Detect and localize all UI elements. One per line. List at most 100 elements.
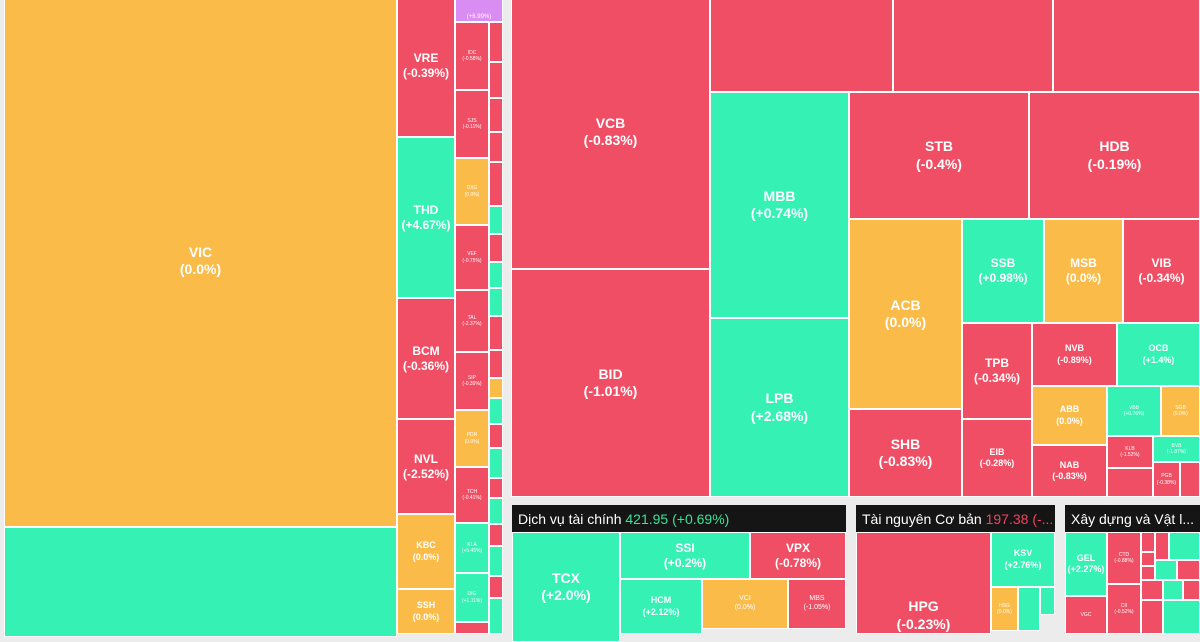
tile-micro[interactable] [489, 262, 503, 288]
tile-ceiling[interactable]: (+6.99%) [455, 0, 503, 22]
tile-LPB[interactable]: LPB (+2.68%) [710, 318, 849, 497]
tile-NAB[interactable]: NAB (-0.83%) [1032, 445, 1107, 497]
tile-KLA[interactable]: KLA (+5.45%) [455, 523, 489, 573]
sector-header-basic-resources[interactable]: Tài nguyên Cơ bản 197.38 (-... [856, 505, 1055, 532]
tile-DXG[interactable]: DXG (0.0%) [455, 158, 489, 225]
tile-con-micro[interactable] [1169, 532, 1200, 560]
tile-THD[interactable]: THD (+4.67%) [397, 137, 455, 298]
tile-con-micro[interactable] [1141, 600, 1163, 634]
tile-con-micro[interactable] [1141, 552, 1155, 566]
tile-KSV[interactable]: KSV (+2.76%) [991, 532, 1055, 587]
tile-micro[interactable] [489, 316, 503, 350]
tile-HDB[interactable]: HDB (-0.19%) [1029, 92, 1200, 219]
ticker-code: HCM [650, 595, 672, 606]
tile-TCX[interactable]: TCX (+2.0%) [512, 532, 620, 642]
tile-micro[interactable] [489, 398, 503, 424]
sector-header-financial-services[interactable]: Dịch vụ tài chính 421.95 (+0.69%) [512, 505, 846, 532]
tile-ABB[interactable]: ABB (0.0%) [1032, 386, 1107, 445]
tile-micro[interactable] [489, 22, 503, 62]
tile-MBB[interactable]: MBB (+0.74%) [710, 92, 849, 318]
tile-micro[interactable] [489, 448, 503, 478]
tile-MSB[interactable]: MSB (0.0%) [1044, 219, 1123, 323]
tile-SJS[interactable]: SJS (-0.11%) [455, 90, 489, 158]
tile-SSI[interactable]: SSI (+0.2%) [620, 532, 750, 579]
tile-con-micro[interactable] [1141, 532, 1155, 552]
tile-VCB[interactable]: VCB (-0.83%) [511, 0, 710, 269]
tile-micro[interactable] [489, 378, 503, 398]
tile-res-micro[interactable] [1040, 587, 1055, 615]
tile-bank-top[interactable] [1053, 0, 1200, 92]
tile-TPB[interactable]: TPB (-0.34%) [962, 323, 1032, 419]
tile-ACB[interactable]: ACB (0.0%) [849, 219, 962, 409]
tile-micro[interactable] [489, 350, 503, 378]
tile-bank-micro[interactable] [1180, 462, 1200, 497]
tile-IDC[interactable]: IDC (-0.58%) [455, 22, 489, 90]
tile-micro[interactable] [489, 498, 503, 524]
tile-bank-top[interactable] [893, 0, 1053, 92]
tile-micro[interactable] [489, 162, 503, 206]
tile-KBC[interactable]: KBC (0.0%) [397, 514, 455, 589]
tile-NVB[interactable]: NVB (-0.89%) [1032, 323, 1117, 386]
tile-PDR[interactable]: PDR (0.0%) [455, 410, 489, 467]
tile-SSH[interactable]: SSH (0.0%) [397, 589, 455, 634]
tile-OCB[interactable]: OCB (+1.4%) [1117, 323, 1200, 386]
tile-SGB[interactable]: SGB (0.0%) [1161, 386, 1200, 436]
tile-SHB[interactable]: SHB (-0.83%) [849, 409, 962, 497]
tile-micro[interactable] [489, 478, 503, 498]
tile-PGB[interactable]: PGB (-0.38%) [1153, 462, 1180, 497]
tile-HSG[interactable]: HSG (0.0%) [991, 587, 1018, 631]
tile-micro[interactable] [489, 424, 503, 448]
tile-CII[interactable]: CII (-0.52%) [1107, 584, 1141, 634]
ticker-code: HDB [1099, 138, 1130, 154]
tile-small[interactable] [455, 622, 489, 634]
tile-con-micro[interactable] [1163, 580, 1183, 600]
tile-NVL[interactable]: NVL (-2.52%) [397, 419, 455, 514]
tile-VGC[interactable]: VGC [1065, 596, 1107, 634]
tile-VBB[interactable]: VBB (+0.76%) [1107, 386, 1161, 436]
tile-bank-micro[interactable] [1107, 468, 1153, 497]
tile-con-micro[interactable] [1163, 600, 1200, 634]
tile-micro[interactable] [489, 62, 503, 98]
tile-TAL[interactable]: TAL (-2.37%) [455, 290, 489, 352]
tile-CTD[interactable]: CTD (-0.88%) [1107, 532, 1141, 584]
tile-GEL[interactable]: GEL (+2.27%) [1065, 532, 1107, 596]
tile-VEF[interactable]: VEF (-0.75%) [455, 225, 489, 290]
tile-SIP[interactable]: SIP (-0.39%) [455, 352, 489, 410]
tile-micro[interactable] [489, 524, 503, 546]
tile-KLB[interactable]: KLB (-1.52%) [1107, 436, 1153, 468]
tile-bank-top[interactable] [710, 0, 893, 92]
tile-DIG[interactable]: DIG (+1.11%) [455, 573, 489, 622]
tile-BVB[interactable]: BVB (-1.87%) [1153, 436, 1200, 462]
tile-micro[interactable] [489, 576, 503, 598]
tile-micro[interactable] [489, 206, 503, 234]
tile-con-micro[interactable] [1155, 532, 1169, 560]
tile-micro[interactable] [489, 288, 503, 316]
tile-EIB[interactable]: EIB (-0.28%) [962, 419, 1032, 497]
tile-VIC[interactable]: VIC (0.0%) [4, 0, 397, 527]
tile-HPG[interactable]: HPG (-0.23%) [856, 532, 991, 634]
tile-con-micro[interactable] [1177, 560, 1200, 580]
tile-con-micro[interactable] [1183, 580, 1200, 600]
tile-micro[interactable] [489, 234, 503, 262]
tile-BID[interactable]: BID (-1.01%) [511, 269, 710, 497]
tile-BCM[interactable]: BCM (-0.36%) [397, 298, 455, 419]
tile-res-micro[interactable] [1018, 587, 1040, 631]
tile-TCH[interactable]: TCH (-0.41%) [455, 467, 489, 523]
tile-VPX[interactable]: VPX (-0.78%) [750, 532, 846, 579]
tile-HCM[interactable]: HCM (+2.12%) [620, 579, 702, 634]
tile-VCI[interactable]: VCI (0.0%) [702, 579, 788, 629]
tile-MBS[interactable]: MBS (-1.05%) [788, 579, 846, 629]
tile-micro[interactable] [489, 598, 503, 634]
tile-VIB[interactable]: VIB (-0.34%) [1123, 219, 1200, 323]
tile-con-micro[interactable] [1141, 580, 1163, 600]
tile-VRE[interactable]: VRE (-0.39%) [397, 0, 455, 137]
tile-SSB[interactable]: SSB (+0.98%) [962, 219, 1044, 323]
tile-micro[interactable] [489, 132, 503, 162]
tile-micro[interactable] [489, 546, 503, 576]
sector-header-construction[interactable]: Xây dựng và Vật l... [1065, 505, 1200, 532]
tile-VIC-peer[interactable] [4, 527, 397, 637]
tile-con-micro[interactable] [1141, 566, 1155, 580]
tile-con-micro[interactable] [1155, 560, 1177, 580]
tile-micro[interactable] [489, 98, 503, 132]
tile-STB[interactable]: STB (-0.4%) [849, 92, 1029, 219]
